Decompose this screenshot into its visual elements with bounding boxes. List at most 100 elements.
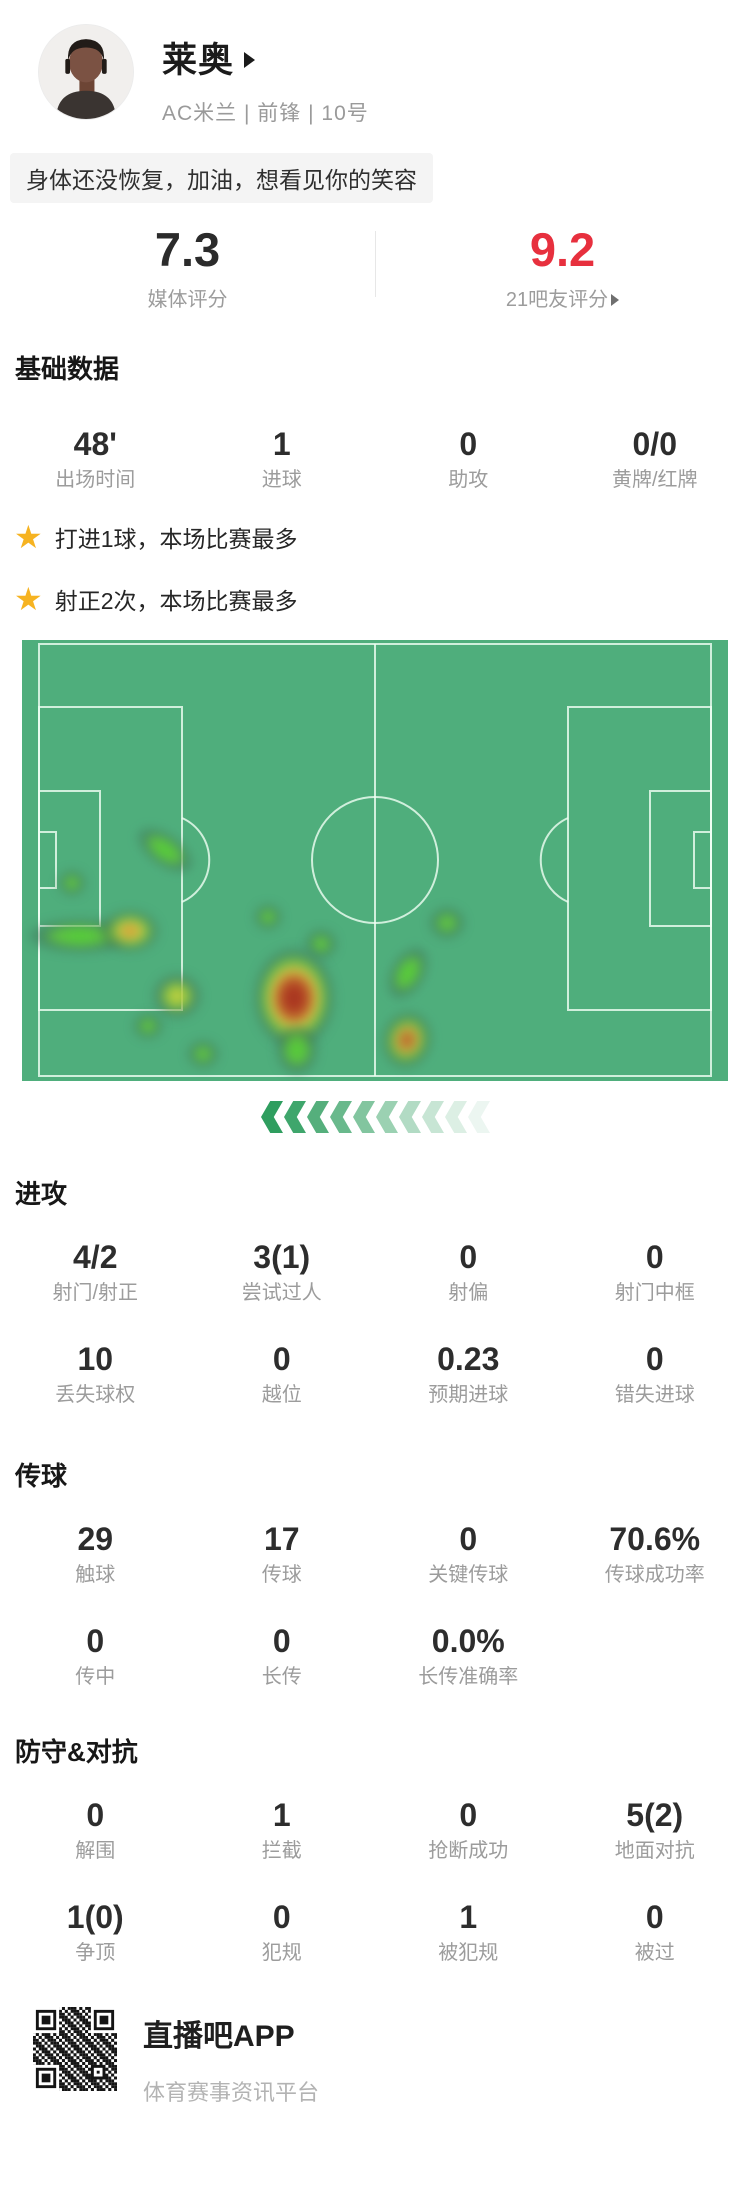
stat-cell: 0.0% 长传准确率 xyxy=(375,1619,562,1691)
stat-value: 1(0) xyxy=(66,1899,124,1935)
fans-rating-value: 9.2 xyxy=(529,223,596,276)
stat-cell: 3(1) 尝试过人 xyxy=(189,1235,376,1307)
stat-label: 长传 xyxy=(261,1666,302,1688)
stat-label: 助攻 xyxy=(448,469,489,491)
stat-value: 0 xyxy=(459,1797,478,1833)
stat-value: 3(1) xyxy=(253,1239,311,1275)
stat-cell: 1(0) 争顶 xyxy=(2,1895,189,1967)
passing-stats-grid: 29 触球 17 传球 0 关键传球 70.6% 传球成功率 0 传中 0 长传 0.0% 长传准确率 xyxy=(0,1517,750,1691)
section-title-defense: 防守&对抗 xyxy=(15,1737,138,1767)
chevron-left-icon xyxy=(422,1101,444,1133)
stat-cell: 0 射门中框 xyxy=(562,1235,749,1307)
highlight-row: ★ 打进1球，本场比赛最多 xyxy=(0,520,750,554)
stat-label: 丢失球权 xyxy=(55,1384,136,1406)
defense-stats-grid: 0 解围 1 拦截 0 抢断成功 5(2) 地面对抗 1(0) 争顶 0 犯规 1 被犯规 0 被过 xyxy=(0,1793,750,1967)
stat-label: 传球成功率 xyxy=(604,1564,705,1586)
chevron-left-icon xyxy=(353,1101,375,1133)
stat-cell: 0 关键传球 xyxy=(375,1517,562,1589)
media-rating: 7.3 媒体评分 xyxy=(0,225,375,312)
stat-value: 4/2 xyxy=(73,1239,118,1275)
stat-label: 射偏 xyxy=(448,1282,489,1304)
app-name: 直播吧APP xyxy=(143,2020,295,2053)
app-tagline: 体育赛事资讯平台 xyxy=(143,2080,320,2105)
stat-cell: 1 拦截 xyxy=(189,1793,376,1865)
fans-rating-label: 21吧友评分 xyxy=(375,283,750,312)
stat-cell: 0.23 预期进球 xyxy=(375,1337,562,1409)
stat-value: 10 xyxy=(77,1341,114,1377)
stat-cell: 0 传中 xyxy=(2,1619,189,1691)
stat-value: 0 xyxy=(645,1239,664,1275)
player-header: 莱奥 AC米兰 | 前锋 | 10号 xyxy=(0,0,750,127)
stat-cell: 0 射偏 xyxy=(375,1235,562,1307)
star-icon: ★ xyxy=(14,581,43,617)
stat-value: 0 xyxy=(459,1239,478,1275)
stat-cell: 0/0 黄牌/红牌 xyxy=(562,422,749,494)
stat-value: 0 xyxy=(645,1341,664,1377)
stat-value: 0 xyxy=(272,1623,291,1659)
stat-label: 地面对抗 xyxy=(614,1840,695,1862)
stat-value: 1 xyxy=(272,426,291,462)
stat-value: 0 xyxy=(86,1623,105,1659)
star-icon: ★ xyxy=(14,519,43,555)
stat-label: 争顶 xyxy=(75,1942,116,1964)
avatar[interactable] xyxy=(38,24,134,120)
footer-text: 直播吧APP 体育赛事资讯平台 xyxy=(143,2007,319,2107)
stat-value: 0 xyxy=(86,1797,105,1833)
stat-value: 0/0 xyxy=(632,426,677,462)
basic-stats-grid: 48' 出场时间 1 进球 0 助攻 0/0 黄牌/红牌 xyxy=(0,422,750,494)
section-title-passing: 传球 xyxy=(15,1461,68,1491)
qr-code xyxy=(33,2007,117,2091)
stat-value: 0.0% xyxy=(431,1623,505,1659)
heat-spot xyxy=(275,1024,319,1076)
stat-cell: 0 被过 xyxy=(562,1895,749,1967)
highlight-text: 射正2次，本场比赛最多 xyxy=(54,588,298,614)
chevron-left-icon xyxy=(261,1101,283,1133)
section-title-basic: 基础数据 xyxy=(15,354,120,384)
app-footer: 直播吧APP 体育赛事资讯平台 xyxy=(33,2007,750,2167)
stat-label: 拦截 xyxy=(261,1840,302,1862)
heat-spot xyxy=(253,903,283,931)
stat-cell: 29 触球 xyxy=(2,1517,189,1589)
stat-label: 预期进球 xyxy=(428,1384,509,1406)
expand-caret-icon[interactable] xyxy=(244,51,256,68)
media-rating-label: 媒体评分 xyxy=(147,289,228,311)
stat-cell: 70.6% 传球成功率 xyxy=(562,1517,749,1589)
player-portrait xyxy=(39,25,133,119)
chevron-left-icon xyxy=(284,1101,306,1133)
section-title-attack: 进攻 xyxy=(15,1179,68,1209)
stat-cell: 0 越位 xyxy=(189,1337,376,1409)
chevron-left-icon xyxy=(468,1101,490,1133)
chevron-left-icon xyxy=(307,1101,329,1133)
heat-spot xyxy=(132,1012,164,1040)
stat-label: 传中 xyxy=(75,1666,116,1688)
fans-rating-caret-icon[interactable] xyxy=(611,294,620,306)
stat-cell: 0 抢断成功 xyxy=(375,1793,562,1865)
stat-label: 关键传球 xyxy=(428,1564,509,1586)
stat-label: 传球 xyxy=(261,1564,302,1586)
stat-label: 射门中框 xyxy=(614,1282,695,1304)
ratings-panel: 7.3 媒体评分 9.2 21吧友评分 xyxy=(0,225,750,312)
rating-divider xyxy=(375,231,376,297)
stat-cell: 0 错失进球 xyxy=(562,1337,749,1409)
heat-spot xyxy=(151,972,203,1020)
highlight-row: ★ 射正2次，本场比赛最多 xyxy=(0,582,750,616)
stat-value: 1 xyxy=(459,1899,478,1935)
stat-label: 被过 xyxy=(634,1942,675,1964)
stat-label: 触球 xyxy=(75,1564,116,1586)
stat-cell: 0 解围 xyxy=(2,1793,189,1865)
stat-value: 0 xyxy=(272,1899,291,1935)
stat-value: 0 xyxy=(272,1341,291,1377)
stat-cell: 48' 出场时间 xyxy=(2,422,189,494)
fans-rating-label-text: 21吧友评分 xyxy=(505,289,609,311)
chevron-left-icon xyxy=(376,1101,398,1133)
heat-spot xyxy=(57,869,87,897)
stat-label: 越位 xyxy=(261,1384,302,1406)
pitch-lines xyxy=(38,643,712,1077)
stat-label: 长传准确率 xyxy=(418,1666,519,1688)
fans-rating[interactable]: 9.2 21吧友评分 xyxy=(375,225,750,312)
stat-label: 解围 xyxy=(75,1840,116,1862)
stat-label: 尝试过人 xyxy=(241,1282,322,1304)
stat-label: 犯规 xyxy=(261,1942,302,1964)
attack-direction-chevrons xyxy=(0,1101,750,1133)
